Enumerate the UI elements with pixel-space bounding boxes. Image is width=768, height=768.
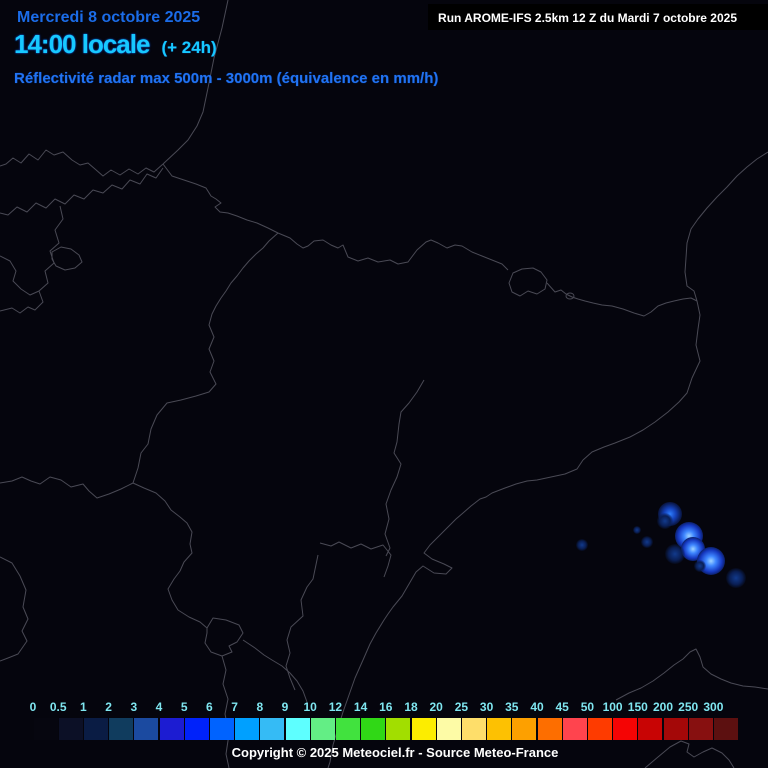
valid-time-label: 14:00 locale: [14, 29, 150, 59]
scale-tick-label: 200: [652, 700, 674, 714]
radar-echo-cell: [694, 560, 706, 572]
scale-color-swatch: [209, 718, 234, 740]
coast-biscay: [0, 149, 164, 177]
scale-color-swatch: [134, 718, 159, 740]
scale-color-swatch: [109, 718, 134, 740]
scale-tick-label: 2: [105, 700, 112, 714]
border-basque: [0, 167, 164, 216]
coast-france-atlantic: [162, 0, 229, 165]
product-title: Réflectivité radar max 500m - 3000m (équ…: [14, 70, 439, 87]
scale-tick-label: 300: [703, 700, 724, 714]
scale-color-swatch: [361, 718, 386, 740]
teruel-east-spur: [242, 639, 308, 703]
reflectivity-scale: 0 0.5 1 2 3 4 5 6 7 8 9 10 12 14 16 18 20 25 30 35 40 45 50 100…: [0, 698, 768, 746]
valid-time-row: 14:00 locale (+ 24h): [14, 29, 217, 60]
scale-tick-label: 30: [479, 700, 494, 714]
scale-color-swatch: [260, 718, 285, 740]
border-france-spain-east: [546, 282, 698, 317]
scale-tick-label: 45: [555, 700, 569, 714]
valid-date-label: Mercredi 8 octobre 2025: [17, 9, 201, 26]
scale-color-swatch: [461, 718, 486, 740]
border-castellon: [319, 541, 392, 578]
scale-tick-label: 18: [404, 700, 418, 714]
scale-tick-label: 8: [256, 700, 264, 714]
llivia-enclave: [565, 292, 575, 300]
mallorca-southwest-coast: [644, 740, 735, 768]
scale-color-swatch: [58, 718, 83, 740]
scale-tick-label: 7: [231, 700, 238, 714]
trevino-enclave: [51, 246, 83, 271]
radar-echo-cell: [576, 539, 588, 551]
border-france-spain-west: [162, 163, 509, 271]
scale-tick-label: 16: [379, 700, 393, 714]
scale-tick-label: 150: [627, 700, 648, 714]
scale-color-swatch: [33, 718, 58, 740]
scale-tick-label: 6: [206, 700, 213, 714]
scale-tick-label: 4: [155, 700, 163, 714]
copyright-label: Copyright © 2025 Meteociel.fr - Source M…: [231, 745, 559, 760]
andorra: [508, 267, 548, 297]
scale-color-swatch: [436, 718, 461, 740]
scale-tick-label: 5: [180, 700, 188, 714]
scale-color-swatch: [663, 718, 688, 740]
border-navarra-aragon: [132, 232, 279, 484]
teruel-south: [221, 655, 230, 768]
scale-color-swatch: [587, 718, 612, 740]
border-huesca-lleida: [384, 379, 425, 557]
scale-tick-label: 40: [530, 700, 544, 714]
mallorca-north-coast: [615, 648, 768, 701]
border-rioja: [0, 476, 134, 499]
border-aragon-east: [132, 482, 208, 629]
radar-echo-cell: [657, 513, 673, 529]
scale-tick-label: 100: [602, 700, 623, 714]
scale-color-swatch: [713, 718, 738, 740]
scale-color-swatch: [159, 718, 184, 740]
forecast-offset-label: (+ 24h): [161, 38, 217, 57]
border-alava-west: [0, 255, 40, 296]
scale-color-swatch: [537, 718, 562, 740]
scale-tick-label: 35: [505, 700, 519, 714]
scale-color-swatch: [285, 718, 310, 740]
scale-color-swatch: [688, 718, 713, 740]
scale-color-swatch: [235, 718, 260, 740]
scale-tick-label: 0: [29, 700, 37, 714]
scale-tick-label: 20: [429, 700, 443, 714]
scale-tick-label: 10: [303, 700, 317, 714]
radar-echo-cell: [633, 526, 641, 534]
scale-tick-label: 250: [678, 700, 699, 714]
scale-tick-label: 12: [328, 700, 343, 714]
scale-tick-label: 3: [130, 700, 138, 714]
model-run-label: Run AROME-IFS 2.5km 12 Z du Mardi 7 octo…: [438, 11, 737, 25]
radar-echo-cell: [665, 544, 685, 564]
radar-echo-cell: [726, 568, 746, 588]
scale-color-swatch: [335, 718, 360, 740]
scale-color-swatch: [386, 718, 411, 740]
scale-color-swatch: [613, 718, 638, 740]
scale-color-swatch: [487, 718, 512, 740]
scale-tick-label: 25: [454, 700, 469, 714]
scale-color-swatch: [638, 718, 663, 740]
scale-tick-label: 14: [353, 700, 368, 714]
coast-med-france: [684, 151, 768, 302]
scale-tick-label: 1: [80, 700, 87, 714]
scale-color-swatch: [83, 718, 108, 740]
border-alava: [0, 205, 64, 314]
scale-color-swatch: [184, 718, 209, 740]
scale-tick-label: 50: [580, 700, 595, 714]
scale-color-swatch: [512, 718, 537, 740]
teruel-loop: [204, 617, 244, 657]
run-info-band: [428, 4, 768, 30]
scale-tick-label: 9: [281, 700, 289, 714]
border-castellon-inland: [285, 554, 319, 691]
coast-catalonia: [327, 300, 701, 768]
scale-color-swatch: [411, 718, 436, 740]
radar-echo-cell: [641, 536, 653, 548]
scale-color-swatch: [562, 718, 587, 740]
scale-color-swatch: [310, 718, 335, 740]
border-left-lower: [0, 556, 29, 662]
scale-tick-label: 0.5: [49, 700, 67, 714]
